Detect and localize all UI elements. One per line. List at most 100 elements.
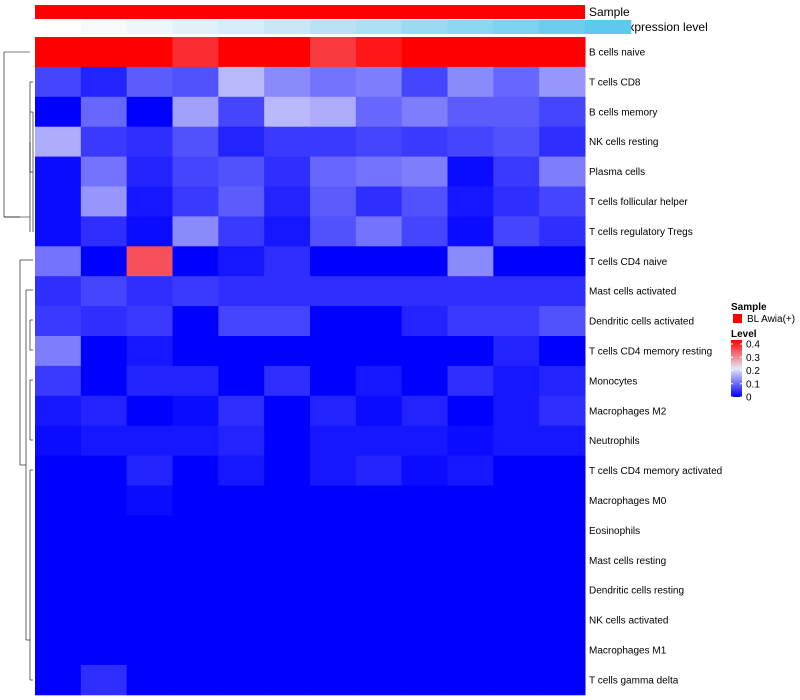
heatmap-cell xyxy=(35,66,82,98)
heatmap-cell xyxy=(35,276,82,307)
heatmap-cell xyxy=(401,336,448,367)
heatmap-cell xyxy=(264,455,311,486)
heatmap-cell xyxy=(218,365,265,397)
heatmap-cell xyxy=(401,37,448,68)
heatmap-cell xyxy=(355,425,403,457)
heatmap-cell xyxy=(126,37,173,68)
heatmap-cell xyxy=(539,96,586,128)
heatmap-cell xyxy=(264,515,311,546)
heatmap-cell xyxy=(35,186,82,217)
heatmap-cell xyxy=(172,246,219,277)
heatmap-cell xyxy=(447,186,494,217)
heatmap-cell xyxy=(447,635,494,666)
gene-expression-annotation-cell xyxy=(585,20,632,34)
heatmap-cell xyxy=(264,126,311,158)
legend-sample-title: Sample xyxy=(731,302,767,313)
heatmap-cell xyxy=(355,664,403,696)
heatmap-cell xyxy=(172,575,219,606)
heatmap-cell xyxy=(172,336,219,367)
heatmap-cell xyxy=(539,37,586,68)
legend-level-title: Level xyxy=(731,329,757,340)
heatmap-cell xyxy=(80,485,128,516)
heatmap-cell xyxy=(172,126,219,158)
heatmap-cell xyxy=(264,395,311,427)
heatmap-cell xyxy=(401,126,448,158)
heatmap-cell xyxy=(355,246,403,277)
gene-expression-annotation-cell xyxy=(218,20,265,34)
heatmap-cell xyxy=(447,37,494,68)
row-label: T cells regulatory Tregs xyxy=(589,227,693,238)
heatmap-cell xyxy=(35,515,82,546)
row-label: Eosinophils xyxy=(589,526,640,537)
heatmap-cell xyxy=(172,365,219,397)
heatmap-cell xyxy=(35,575,82,606)
row-label: NK cells resting xyxy=(589,137,658,148)
heatmap-cell xyxy=(493,455,540,486)
legend-sample-swatch xyxy=(733,314,742,323)
heatmap-cell xyxy=(218,515,265,546)
heatmap-cell xyxy=(493,395,540,427)
gene-expression-annotation-cell xyxy=(401,20,448,34)
heatmap-cell xyxy=(493,37,540,68)
row-labels: B cells naive T cells CD8 B cells memory NK… xyxy=(589,47,722,686)
heatmap-cell xyxy=(218,186,265,217)
legend-level-tick: 0.3 xyxy=(746,353,760,364)
heatmap-cell xyxy=(218,306,265,337)
heatmap-cell xyxy=(264,635,311,666)
heatmap-cell xyxy=(80,96,128,128)
heatmap-cell xyxy=(80,605,128,636)
sample-annotation-label: Sample xyxy=(589,5,630,19)
gene-expression-annotation-cell xyxy=(126,20,173,34)
heatmap-cell xyxy=(80,455,128,486)
heatmap-cell xyxy=(218,37,265,68)
heatmap-cell xyxy=(126,306,173,337)
heatmap-cell xyxy=(80,66,128,98)
heatmap-cell xyxy=(355,635,403,666)
heatmap-cell xyxy=(447,66,494,98)
heatmap-cell xyxy=(172,37,219,68)
heatmap-cell xyxy=(218,664,265,696)
heatmap-cell xyxy=(310,425,357,457)
heatmap-cell xyxy=(355,395,403,427)
heatmap-cell xyxy=(539,66,586,98)
heatmap-cell xyxy=(35,664,82,696)
heatmap-cell xyxy=(493,664,540,696)
heatmap-cell xyxy=(126,186,173,217)
row-label: T cells follicular helper xyxy=(589,197,688,208)
heatmap-cell xyxy=(172,216,219,247)
heatmap-cell xyxy=(355,306,403,337)
row-label: Plasma cells xyxy=(589,167,645,178)
heatmap-cell xyxy=(355,605,403,636)
heatmap-cell xyxy=(493,575,540,606)
heatmap-cell xyxy=(80,306,128,337)
heatmap-cell xyxy=(80,515,128,546)
heatmap-cell xyxy=(447,365,494,397)
heatmap-cell xyxy=(264,216,311,247)
heatmap-cell xyxy=(126,246,173,277)
heatmap-cell xyxy=(172,515,219,546)
row-label: Monocytes xyxy=(589,376,637,387)
heatmap-cell xyxy=(539,246,586,277)
heatmap-cell xyxy=(35,246,82,277)
heatmap-cell xyxy=(401,246,448,277)
heatmap-cell xyxy=(218,66,265,98)
heatmap-cell xyxy=(447,664,494,696)
row-label: T cells CD4 memory activated xyxy=(589,466,722,477)
heatmap-cell xyxy=(264,425,311,457)
heatmap-cell xyxy=(493,365,540,397)
heatmap-cell xyxy=(447,485,494,516)
row-label: Mast cells resting xyxy=(589,556,666,567)
heatmap-cell xyxy=(355,575,403,606)
heatmap-cell xyxy=(539,664,586,696)
heatmap-cell xyxy=(35,605,82,636)
heatmap-cell xyxy=(493,425,540,457)
heatmap-cell xyxy=(493,156,540,187)
heatmap-cell xyxy=(493,276,540,307)
heatmap-cell xyxy=(401,365,448,397)
heatmap-cell xyxy=(218,216,265,247)
heatmap-cell xyxy=(539,635,586,666)
heatmap-cell xyxy=(355,515,403,546)
gene-expression-annotation-cell xyxy=(80,20,128,34)
gene-expression-annotation-cell xyxy=(172,20,219,34)
heatmap-cell xyxy=(447,216,494,247)
